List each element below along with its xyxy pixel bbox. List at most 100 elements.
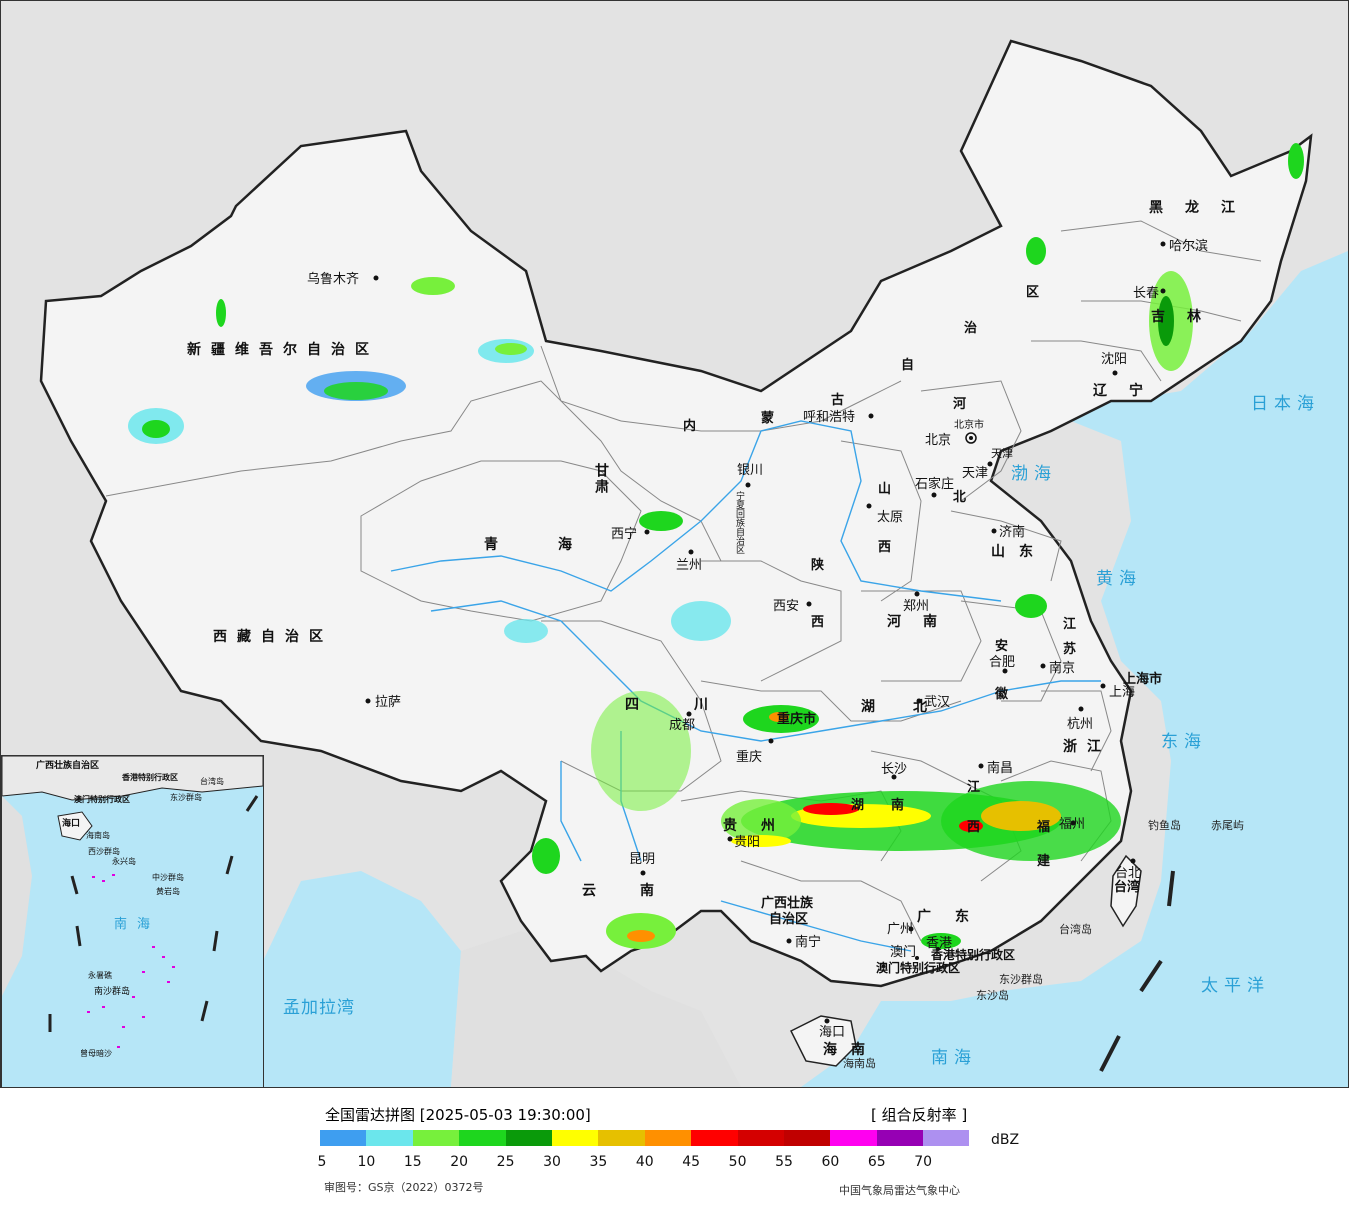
legend-title: 全国雷达拼图 [2025-05-03 19:30:00] bbox=[325, 1106, 591, 1124]
echo-jiangsu bbox=[1015, 594, 1047, 618]
province-jilin: 吉林 bbox=[1151, 308, 1223, 325]
hainan-island bbox=[789, 1015, 857, 1067]
province-sichuan: 四川 bbox=[625, 697, 763, 713]
city-yinchuan: 银川 bbox=[737, 463, 763, 478]
radar-echoes bbox=[128, 143, 1304, 949]
echo-xining bbox=[639, 511, 683, 531]
province-shanghai: 上海市 bbox=[1123, 671, 1162, 687]
province-shandong: 山东 bbox=[991, 543, 1047, 560]
inset-label-zhongsha: 中沙群岛 bbox=[152, 872, 184, 882]
city-chongqing: 重庆 bbox=[736, 749, 762, 765]
city-fuzhou: 福州 bbox=[1059, 817, 1085, 832]
province-neimenggu-4: 自 bbox=[901, 357, 914, 373]
tick-label-60: 60 bbox=[821, 1154, 840, 1170]
inset-label-hk: 香港特别行政区 bbox=[121, 772, 178, 782]
echo-chongqing-core bbox=[769, 712, 789, 722]
city-shenyang: 沈阳 bbox=[1101, 352, 1127, 367]
city-taipei: 台北 bbox=[1115, 866, 1141, 881]
inset-label-haikou: 海口 bbox=[62, 817, 80, 829]
city-lanzhou: 兰州 bbox=[676, 558, 702, 573]
province-ningxia: 宁夏回族自治区 bbox=[734, 490, 745, 554]
island-hainan: 海南岛 bbox=[843, 1056, 876, 1070]
sea-label-bohai: 渤海 bbox=[1011, 464, 1057, 484]
province-hainan: 海南 bbox=[823, 1041, 879, 1058]
province-anhui-1: 安 bbox=[995, 638, 1008, 654]
province-hunan-2: 南 bbox=[891, 797, 904, 813]
city-macau: 澳门 bbox=[890, 944, 916, 960]
city-haikou: 海口 bbox=[819, 1025, 845, 1040]
province-qinghai: 青海 bbox=[484, 536, 632, 553]
echo-xinjiang-4 bbox=[216, 299, 226, 327]
tick-label-15: 15 bbox=[403, 1154, 422, 1170]
radar-map-frame: 渤海 黄海 东海 南海 日本海 太平洋 孟加拉湾 新疆维吾尔自治区 西藏自治区 … bbox=[0, 0, 1349, 1088]
island-dongsha: 东沙岛 bbox=[976, 988, 1009, 1002]
sea-label-huanghai: 黄海 bbox=[1096, 569, 1142, 589]
province-yunnan: 云南 bbox=[582, 882, 698, 899]
province-shanxi-1: 山 bbox=[878, 481, 891, 497]
color-swatch-40 bbox=[644, 1130, 692, 1146]
province-guangxi-2: 自治区 bbox=[769, 911, 808, 927]
island-diaoyu: 钓鱼岛 bbox=[1148, 818, 1181, 832]
taiwan-island bbox=[1110, 854, 1142, 928]
southeast-asia-land bbox=[451, 931, 741, 1087]
color-swatch-55 bbox=[783, 1130, 831, 1146]
inset-label-taiwan: 台湾岛 bbox=[200, 776, 224, 786]
city-markers: 乌鲁木齐 拉萨 西宁 兰州 银川 呼和浩特 北京 天津 石家庄 太原 济南 郑州… bbox=[307, 238, 1208, 1040]
province-gansu: 甘肃 bbox=[593, 462, 609, 495]
city-shanghai: 上海 bbox=[1109, 685, 1135, 700]
tick-label-20: 20 bbox=[450, 1154, 469, 1170]
maritime-boundary bbox=[1099, 870, 1175, 1072]
color-scale-ticks: 5 10 15 20 25 30 35 40 45 50 55 60 65 70 bbox=[0, 1154, 1349, 1172]
province-henan: 河南 bbox=[887, 613, 959, 630]
echo-qinghai bbox=[504, 619, 548, 643]
province-shaanxi-1: 陕 bbox=[811, 557, 825, 573]
province-jiangxi-1: 江 bbox=[967, 779, 980, 795]
province-xizang: 西藏自治区 bbox=[213, 628, 333, 645]
province-anhui-2: 徽 bbox=[994, 686, 1009, 702]
china-radar-map: 渤海 黄海 东海 南海 日本海 太平洋 孟加拉湾 新疆维吾尔自治区 西藏自治区 … bbox=[39, 39, 1348, 1087]
color-swatch-10 bbox=[366, 1130, 413, 1146]
city-changchun: 长春 bbox=[1133, 286, 1159, 301]
echo-guizhou-core bbox=[731, 835, 791, 847]
sea-label-bay-of-bengal: 孟加拉湾 bbox=[283, 998, 355, 1018]
echo-jiangxi-core bbox=[959, 820, 983, 832]
echo-xinjiang-3-core bbox=[142, 420, 170, 438]
city-guiyang: 贵阳 bbox=[734, 835, 760, 850]
province-guizhou: 贵州 bbox=[723, 817, 799, 834]
province-jiangxi-2: 西 bbox=[967, 820, 980, 835]
tick-label-25: 25 bbox=[496, 1154, 515, 1170]
province-liaoning: 辽宁 bbox=[1093, 382, 1165, 399]
city-shijiazhuang: 石家庄 bbox=[915, 476, 954, 492]
city-taiyuan: 太原 bbox=[877, 510, 903, 525]
sea-label-nanhai: 南海 bbox=[931, 1048, 977, 1068]
inset-label-nansha: 南沙群岛 bbox=[94, 985, 130, 997]
city-beijing: 北京 bbox=[925, 433, 951, 448]
echo-sichuan bbox=[591, 691, 691, 811]
province-hebei-1: 河 bbox=[953, 396, 966, 412]
city-tianjin: 天津 bbox=[962, 466, 988, 481]
tick-label-10: 10 bbox=[357, 1154, 376, 1170]
city-hongkong: 香港 bbox=[926, 936, 952, 951]
province-jiangsu-1: 江 bbox=[1063, 616, 1076, 632]
province-hk-sar: 香港特别行政区 bbox=[930, 947, 1015, 962]
echo-urumqi bbox=[411, 277, 455, 295]
color-swatch-70 bbox=[923, 1130, 970, 1146]
legend-panel: 全国雷达拼图 [2025-05-03 19:30:00] [ 组合反射率 ] 5… bbox=[0, 1088, 1349, 1208]
province-neimenggu-3: 古 bbox=[831, 392, 844, 408]
province-taiwan: 台湾 bbox=[1114, 879, 1140, 895]
tick-label-30: 30 bbox=[543, 1154, 561, 1170]
legend-product: [ 组合反射率 ] bbox=[871, 1106, 968, 1124]
city-chengdu: 成都 bbox=[669, 718, 695, 733]
tick-label-50: 50 bbox=[728, 1154, 747, 1170]
inset-label-nanhai: 南海 bbox=[114, 916, 160, 932]
province-hunan-1: 湖 bbox=[851, 798, 864, 813]
province-neimenggu-2: 蒙 bbox=[761, 410, 774, 426]
province-beijing: 北京市 bbox=[954, 418, 984, 431]
city-xian: 西安 bbox=[773, 599, 799, 614]
color-scale-bar bbox=[320, 1130, 970, 1146]
inset-label-yongxing: 永兴岛 bbox=[112, 856, 136, 866]
province-neimenggu-1: 内 bbox=[683, 418, 696, 434]
inset-label-zengmu: 曾母暗沙 bbox=[80, 1048, 112, 1058]
echo-gansu bbox=[671, 601, 731, 641]
city-guangzhou: 广州 bbox=[887, 922, 913, 937]
